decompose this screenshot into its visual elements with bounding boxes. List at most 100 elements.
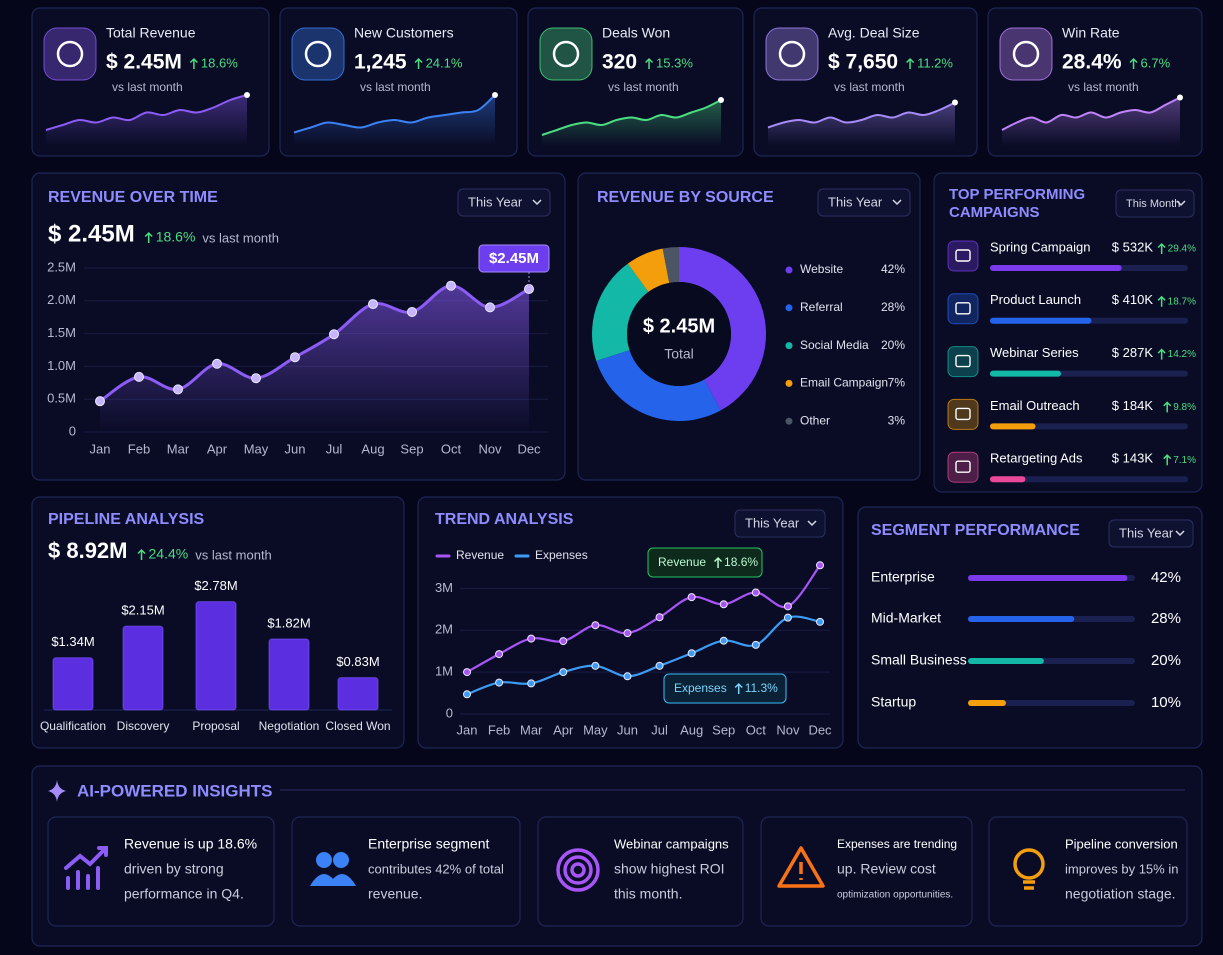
kpi-label: New Customers bbox=[354, 25, 454, 41]
kpi-value: $ 2.45M bbox=[106, 51, 182, 74]
x-tick-label: Nov bbox=[776, 722, 800, 737]
sparkline-area bbox=[542, 100, 721, 146]
campaign-change: 14.2% bbox=[1168, 349, 1196, 360]
campaign-name: Spring Campaign bbox=[990, 239, 1090, 254]
insight-text: this month. bbox=[614, 886, 682, 902]
legend-label: Social Media bbox=[800, 338, 869, 352]
campaign-icon-glyph bbox=[955, 407, 971, 421]
insight-icon bbox=[563, 855, 593, 885]
y-tick-label: 0.5M bbox=[47, 391, 76, 406]
kpi-icon-glyph bbox=[552, 40, 580, 68]
dropdown[interactable] bbox=[457, 188, 551, 217]
insight-text: Expenses are trending bbox=[837, 837, 957, 851]
line-point bbox=[495, 678, 504, 687]
bar bbox=[990, 370, 1062, 377]
line-point bbox=[95, 396, 105, 407]
headline-note: vs last month bbox=[202, 230, 279, 245]
dropdown-label: This Year bbox=[745, 515, 800, 530]
insight-text: up. Review cost bbox=[837, 861, 936, 877]
kpi-icon-glyph bbox=[1012, 40, 1040, 68]
dropdown-chevron bbox=[892, 199, 902, 206]
dropdown[interactable] bbox=[817, 188, 911, 217]
pie-slice bbox=[596, 350, 721, 421]
bar bbox=[968, 658, 1044, 664]
line-point bbox=[687, 593, 696, 602]
change: 24.1% bbox=[426, 55, 463, 70]
line-point bbox=[495, 650, 504, 659]
kpi-icon bbox=[999, 27, 1053, 81]
x-tick-label: Aug bbox=[680, 722, 703, 737]
line-point bbox=[485, 302, 495, 313]
change: 15.3% bbox=[656, 55, 693, 70]
pie-slice bbox=[627, 248, 670, 292]
segment-value: 20% bbox=[1151, 652, 1181, 669]
up-arrow bbox=[189, 57, 198, 69]
sparkline-area bbox=[1002, 97, 1180, 146]
dropdown[interactable] bbox=[1115, 189, 1195, 218]
kpi-value: 320 bbox=[602, 51, 637, 74]
campaign-change: 7.1% bbox=[1173, 455, 1196, 466]
campaign-icon bbox=[947, 293, 979, 325]
kpi-icon-glyph bbox=[778, 40, 806, 68]
x-tick-label: Jul bbox=[651, 722, 668, 737]
section-title: CAMPAIGNS bbox=[949, 204, 1040, 221]
dropdown[interactable] bbox=[1108, 519, 1194, 548]
bar bbox=[122, 625, 164, 711]
segment-label: Enterprise bbox=[871, 569, 935, 585]
kpi-value: 1,245 bbox=[354, 51, 407, 74]
annotation-label: Expenses bbox=[674, 681, 727, 695]
campaign-name: Product Launch bbox=[990, 292, 1081, 307]
insight-icon bbox=[333, 852, 349, 868]
sparkline bbox=[45, 94, 248, 131]
donut-center-value: $ 2.45M bbox=[643, 315, 715, 337]
legend-value: 42% bbox=[881, 262, 905, 276]
line-point bbox=[527, 679, 536, 688]
x-tick-label: Mar bbox=[520, 722, 543, 737]
y-tick-label: 0 bbox=[446, 705, 453, 720]
headline-value: $ 2.45M bbox=[48, 220, 135, 247]
bar bbox=[195, 601, 237, 711]
kpi-icon bbox=[539, 27, 593, 81]
up-arrow bbox=[1163, 401, 1172, 413]
legend-value: 28% bbox=[881, 300, 905, 314]
line-point bbox=[527, 634, 536, 643]
campaign-icon-glyph bbox=[955, 302, 971, 315]
sparkline bbox=[1001, 96, 1181, 131]
kpi-note: vs last month bbox=[112, 80, 183, 94]
legend-dot bbox=[785, 417, 793, 425]
line-point bbox=[446, 280, 456, 291]
pie-slice bbox=[662, 247, 679, 283]
annotation-box bbox=[647, 547, 763, 578]
bar bbox=[990, 476, 1026, 483]
dropdown[interactable] bbox=[734, 509, 826, 538]
up-arrow bbox=[1163, 454, 1172, 466]
x-tick-label: Oct bbox=[441, 441, 462, 456]
line-point bbox=[623, 629, 632, 638]
kpi-icon-glyph bbox=[304, 40, 332, 68]
dropdown-chevron bbox=[807, 520, 817, 527]
line-point bbox=[783, 613, 792, 622]
up-arrow bbox=[1157, 348, 1166, 360]
up-arrow bbox=[137, 548, 146, 560]
bar-value-label: $2.15M bbox=[121, 603, 164, 618]
insight-icon bbox=[570, 862, 586, 878]
bar bbox=[968, 575, 1128, 581]
campaign-name: Webinar Series bbox=[990, 345, 1079, 360]
sparkline bbox=[541, 99, 722, 136]
pie-slice bbox=[592, 263, 649, 361]
campaign-value: $ 287K bbox=[1112, 345, 1154, 360]
kpi-icon-glyph bbox=[56, 40, 84, 68]
dropdown-label: This Year bbox=[468, 194, 523, 209]
insight-card bbox=[760, 816, 973, 927]
bar bbox=[268, 638, 310, 711]
legend-value: 7% bbox=[888, 376, 906, 390]
dropdown-label: This Year bbox=[1119, 525, 1174, 540]
insight-text: improves by 15% in bbox=[1065, 861, 1178, 876]
section-title: TOP PERFORMING bbox=[949, 186, 1085, 203]
line-point bbox=[212, 358, 222, 369]
campaign-icon bbox=[947, 346, 979, 378]
insight-text: show highest ROI bbox=[614, 861, 725, 877]
line-point bbox=[559, 668, 568, 677]
bar bbox=[52, 657, 94, 711]
y-tick-label: 1M bbox=[435, 664, 453, 679]
